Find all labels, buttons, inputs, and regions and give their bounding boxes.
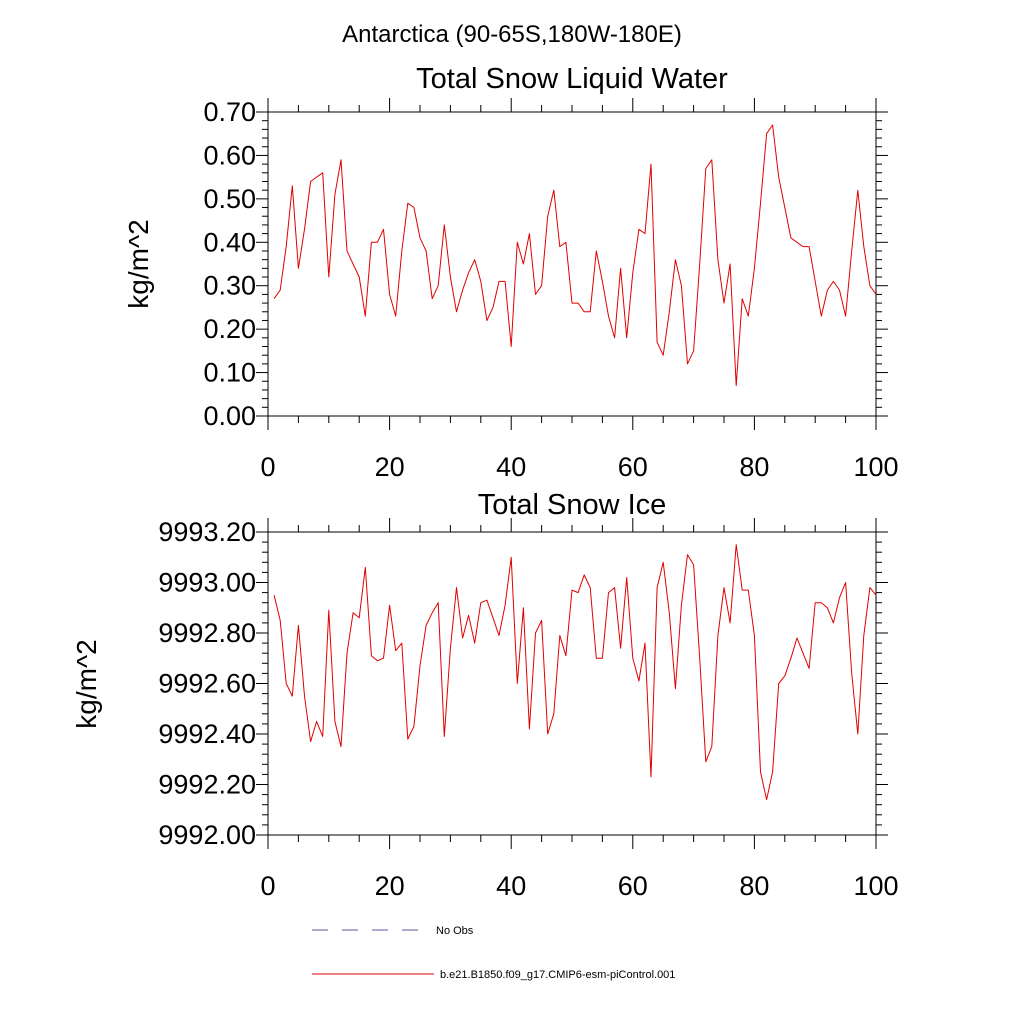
panel-snow-liquid-water: Total Snow Liquid Water kg/m^2 0.000.100… [123,63,899,482]
y-tick-label: 0.50 [203,184,256,214]
y-tick-label: 9992.40 [158,719,256,749]
legend: No Obs b.e21.B1850.f09_g17.CMIP6-esm-piC… [312,925,675,981]
x-tick-label: 0 [260,871,275,901]
y-tick-label: 9993.00 [158,568,256,598]
x-tick-label: 100 [853,452,898,482]
y-tick-label: 9992.00 [158,820,256,850]
plot-frame [267,531,877,836]
y-tick-label: 0.00 [203,401,256,431]
legend-label: No Obs [436,925,474,937]
y-tick-label: 0.40 [203,227,256,257]
y-tick-label: 0.20 [203,314,256,344]
series-lines [273,124,877,387]
legend-label: b.e21.B1850.f09_g17.CMIP6-esm-piControl.… [440,969,675,981]
plot-frame [267,111,877,417]
y-tick-label: 9992.60 [158,669,256,699]
y-tick-label: 0.10 [203,358,256,388]
y-axis-label: kg/m^2 [71,639,102,728]
x-tick-label: 20 [375,871,405,901]
x-tick-label: 80 [739,871,769,901]
y-tick-label: 0.60 [203,140,256,170]
x-tick-label: 0 [260,452,275,482]
panel-snow-ice: Total Snow Ice kg/m^2 9992.009992.209992… [71,489,899,901]
series-line [273,544,877,801]
y-tick-label: 9992.80 [158,618,256,648]
figure-title: Antarctica (90-65S,180W-180E) [342,21,682,48]
y-tick-label: 0.70 [203,97,256,127]
x-tick-label: 20 [375,452,405,482]
chart-title: Total Snow Ice [478,489,667,521]
y-tick-labels: 9992.00 9992.20 9992.40 9992.60 9992.80 9993.… [158,517,256,850]
y-tick-label: 9993.20 [158,517,256,547]
x-tick-label: 40 [496,871,526,901]
axis-ticks [256,98,888,430]
series-lines [273,544,877,801]
x-tick-label: 100 [853,871,898,901]
axis-ticks [256,518,888,849]
x-tick-label: 80 [739,452,769,482]
x-tick-labels: 0 20 40 60 80 100 [260,452,898,482]
y-tick-label: 9992.20 [158,770,256,800]
y-axis-label: kg/m^2 [123,219,154,308]
x-tick-label: 60 [618,871,648,901]
y-tick-labels: 0.00 0.10 0.20 0.30 0.40 0.50 0.60 0.70 [203,97,256,431]
x-tick-label: 60 [618,452,648,482]
x-tick-labels: 0 20 40 60 80 100 [260,871,898,901]
x-tick-label: 40 [496,452,526,482]
series-line [273,124,877,387]
y-tick-label: 0.30 [203,271,256,301]
chart-title: Total Snow Liquid Water [416,63,728,95]
